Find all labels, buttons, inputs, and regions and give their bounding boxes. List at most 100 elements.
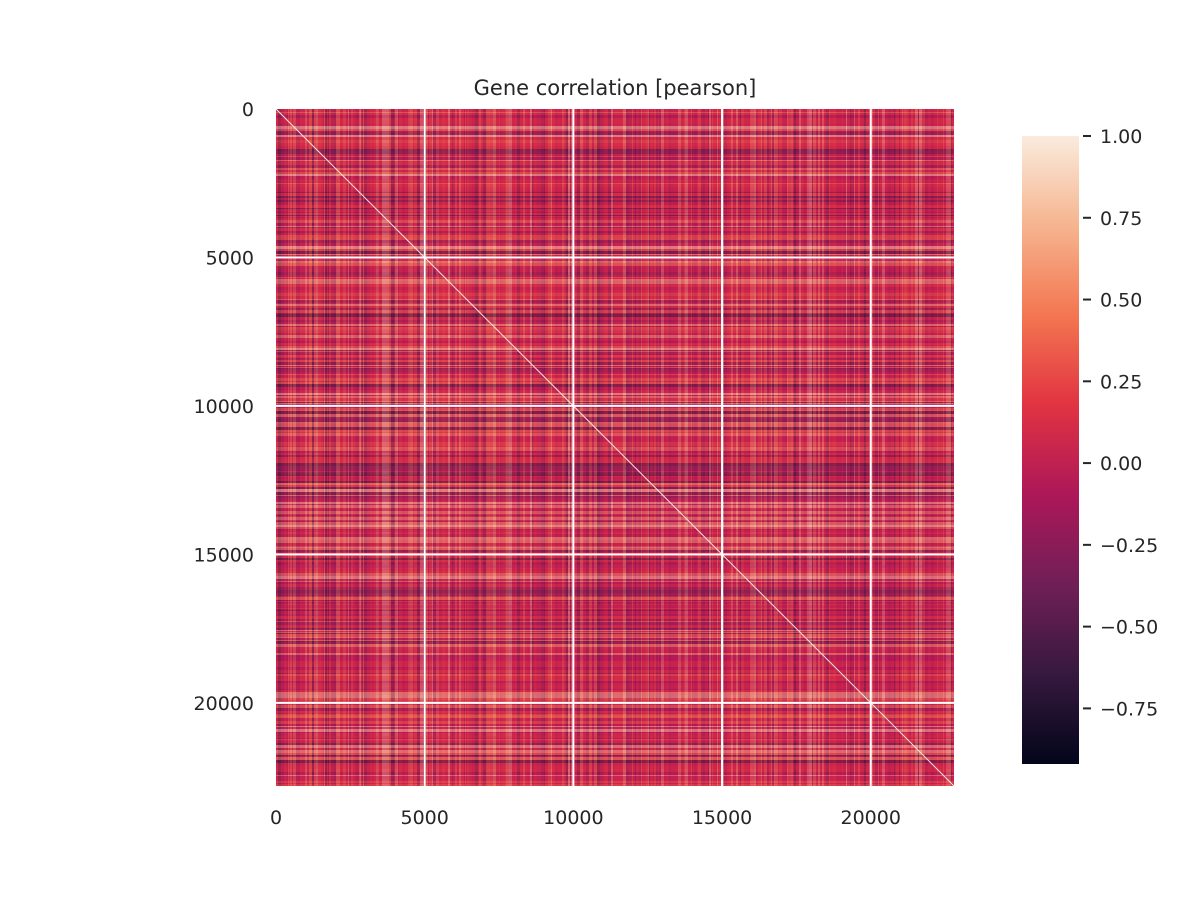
heatmap-column-stripe	[611, 109, 613, 786]
heatmap-column-stripe	[336, 109, 337, 786]
heatmap-column-stripe	[617, 109, 619, 786]
heatmap-column-stripe	[882, 109, 885, 786]
heatmap-row-stripe	[276, 745, 954, 748]
heatmap-row-stripe	[276, 573, 954, 576]
heatmap-column-stripe	[717, 109, 718, 786]
heatmap-row-stripe	[276, 479, 954, 481]
heatmap-column-stripe	[533, 109, 534, 786]
heatmap-row-stripe	[276, 733, 954, 736]
heatmap-row-stripe	[276, 261, 954, 263]
heatmap-row-stripe	[276, 427, 954, 430]
heatmap-column-stripe	[349, 109, 351, 786]
colorbar-tick-label: −0.50	[1100, 617, 1158, 639]
heatmap-row-stripe	[276, 118, 954, 120]
heatmap-column-stripe	[536, 109, 538, 786]
heatmap-row-stripe	[276, 658, 954, 661]
chart-title: Gene correlation [pearson]	[474, 76, 757, 100]
heatmap-column-stripe	[346, 109, 348, 786]
heatmap-row-stripe	[276, 555, 954, 556]
heatmap-column-stripe	[774, 109, 775, 786]
heatmap-row-stripe	[276, 520, 954, 521]
heatmap-row-stripe	[276, 472, 954, 474]
heatmap-column-stripe	[527, 109, 529, 786]
heatmap-column-stripe	[622, 109, 623, 786]
heatmap-column-stripe	[798, 109, 799, 786]
heatmap-row-stripe	[276, 168, 954, 170]
heatmap-row-stripe	[276, 140, 954, 143]
heatmap-row-stripe	[276, 113, 954, 115]
heatmap-row-stripe	[276, 211, 954, 212]
heatmap-column-stripe	[348, 109, 349, 786]
heatmap-row-stripe	[276, 469, 954, 471]
heatmap-column-stripe	[321, 109, 323, 786]
heatmap-column-stripe	[608, 109, 611, 786]
heatmap-row-stripe	[276, 664, 954, 667]
heatmap-column-stripe	[544, 109, 545, 786]
heatmap-column-stripe	[754, 109, 756, 786]
colorbar-tick-label: −0.25	[1100, 535, 1158, 557]
heatmap-row-stripe	[276, 109, 954, 112]
heatmap-column-stripe	[457, 109, 458, 786]
heatmap-row-stripe	[276, 184, 954, 187]
heatmap-row-stripe	[276, 193, 954, 196]
heatmap-column-stripe	[711, 109, 712, 786]
heatmap-row-stripe	[276, 446, 954, 447]
heatmap-row-stripe	[276, 781, 954, 783]
heatmap-row-stripe	[276, 246, 954, 249]
heatmap-column-stripe	[458, 109, 459, 786]
colorbar-tick-label: 0.75	[1100, 208, 1142, 230]
heatmap-row-stripe	[276, 550, 954, 552]
heatmap-row-stripe	[276, 306, 954, 308]
heatmap-row-stripe	[276, 641, 954, 642]
heatmap-column-stripe	[323, 109, 324, 786]
heatmap-row-stripe	[276, 611, 954, 614]
heatmap-row-stripe	[276, 740, 954, 741]
colorbar	[1022, 136, 1079, 764]
heatmap-column-stripe	[600, 109, 603, 786]
heatmap-row-stripe	[276, 447, 954, 450]
heatmap-column-stripe	[666, 109, 668, 786]
heatmap-row-stripe	[276, 569, 954, 570]
heatmap-row-stripe	[276, 240, 954, 243]
heatmap-row-stripe	[276, 126, 954, 129]
heatmap-row-stripe	[276, 266, 954, 267]
heatmap-column-stripe	[436, 109, 439, 786]
heatmap-row-stripe	[276, 775, 954, 776]
heatmap-row-stripe	[276, 633, 954, 634]
heatmap-column-stripe	[472, 109, 475, 786]
heatmap-column-stripe	[405, 109, 406, 786]
heatmap-column-stripe	[509, 109, 512, 786]
heatmap-row-stripe	[276, 560, 954, 562]
heatmap-row-stripe	[276, 784, 954, 786]
heatmap-row-stripe	[276, 389, 954, 390]
heatmap-row-stripe	[276, 192, 954, 193]
heatmap-row-stripe	[276, 151, 954, 154]
heatmap-column-stripe	[903, 109, 904, 786]
heatmap-column-stripe	[654, 109, 656, 786]
heatmap-column-stripe	[896, 109, 899, 786]
heatmap-row-stripe	[276, 455, 954, 456]
heatmap-column-stripe	[733, 109, 736, 786]
heatmap-column-stripe	[361, 109, 362, 786]
heatmap-row-stripe	[276, 408, 954, 410]
heatmap-column-stripe	[913, 109, 915, 786]
heatmap-row-stripe	[276, 287, 954, 290]
heatmap-column-stripe	[397, 109, 398, 786]
heatmap-row-stripe	[276, 172, 954, 174]
heatmap-column-stripe	[684, 109, 685, 786]
heatmap-row-stripe	[276, 547, 954, 548]
heatmap-row-stripe	[276, 689, 954, 690]
heatmap-column-stripe	[467, 109, 469, 786]
heatmap-column-stripe	[937, 109, 938, 786]
heatmap-row-stripe	[276, 223, 954, 225]
heatmap-row-stripe	[276, 422, 954, 424]
heatmap-column-stripe	[433, 109, 436, 786]
heatmap-column-stripe	[858, 109, 860, 786]
heatmap-row-stripe	[276, 537, 954, 540]
heatmap-row-stripe	[276, 330, 954, 331]
heatmap-column-stripe	[767, 109, 769, 786]
heatmap-row-stripe	[276, 741, 954, 743]
heatmap-row-stripe	[276, 176, 954, 179]
heatmap-row-stripe	[276, 760, 954, 763]
heatmap-row-stripe	[276, 582, 954, 584]
